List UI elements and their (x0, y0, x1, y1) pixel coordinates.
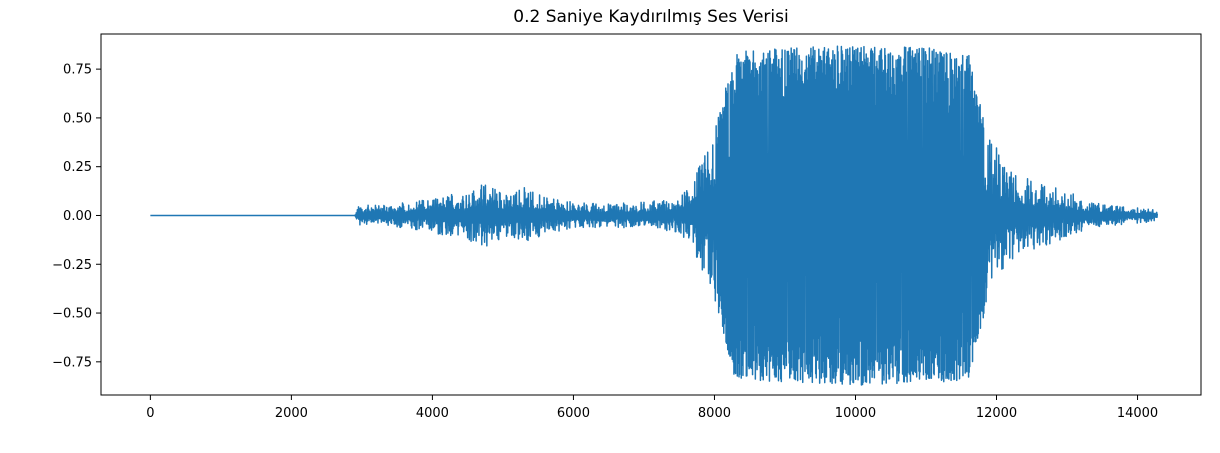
y-tick-label: −0.75 (52, 355, 92, 370)
y-tick-label: −0.25 (52, 258, 92, 273)
y-tick-label: 0.25 (63, 160, 92, 175)
x-tick-label: 10000 (835, 406, 876, 421)
y-tick-label: 0.00 (63, 209, 92, 224)
plot-area (100, 33, 1202, 396)
waveform-series (149, 45, 1159, 386)
x-tick-label: 12000 (976, 406, 1017, 421)
y-tick-label: −0.50 (52, 307, 92, 322)
x-axis: 0 2000 4000 6000 8000 10000 12000 14000 (146, 395, 1158, 421)
y-tick-label: 0.75 (63, 63, 92, 78)
x-tick-label: 4000 (416, 406, 449, 421)
chart-title: 0.2 Saniye Kaydırılmış Ses Verisi (513, 7, 788, 27)
x-tick-label: 14000 (1117, 406, 1158, 421)
x-tick-label: 8000 (698, 406, 731, 421)
y-tick-label: 0.50 (63, 111, 92, 126)
x-tick-label: 0 (146, 406, 154, 421)
waveform-line (149, 45, 1159, 386)
y-axis: −0.75 −0.50 −0.25 0.00 0.25 0.50 0.75 (52, 63, 101, 370)
x-tick-label: 2000 (275, 406, 308, 421)
x-tick-label: 6000 (557, 406, 590, 421)
